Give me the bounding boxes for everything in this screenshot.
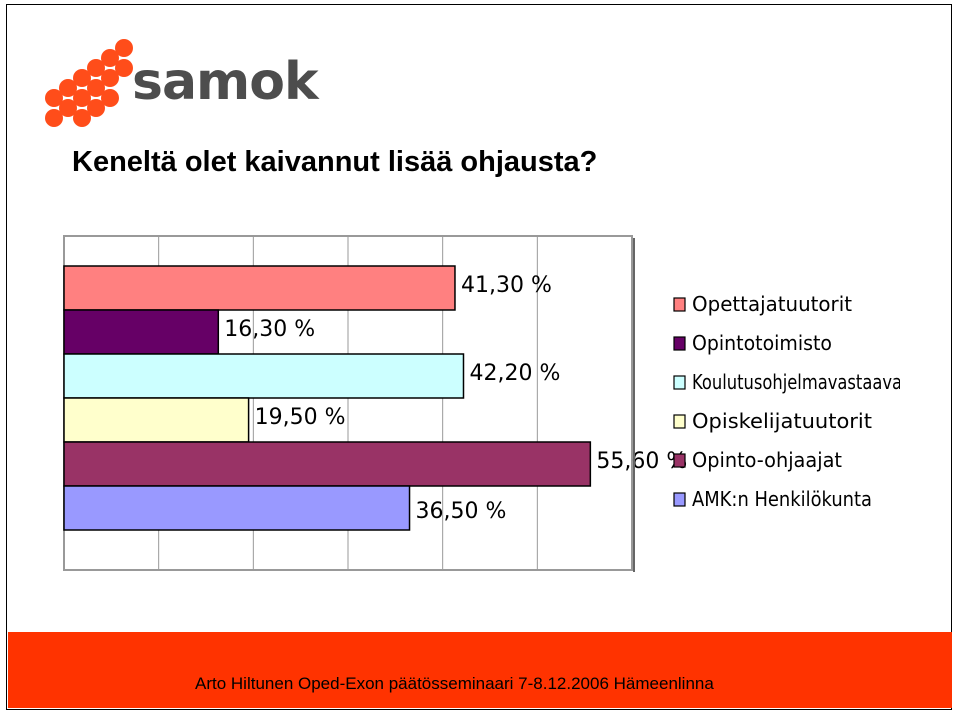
logo-dot xyxy=(87,79,105,97)
legend-swatch-5 xyxy=(673,492,686,507)
logo-dot xyxy=(59,99,77,117)
data-label-4: 55,60 % xyxy=(596,449,687,474)
bar-5 xyxy=(63,485,411,531)
bar-chart: 41,30 % 16,30 % 42,20 % 19,50 % 55,60 % 36,50… xyxy=(63,235,900,572)
logo-dot xyxy=(45,109,63,127)
data-label-5: 36,50 % xyxy=(416,499,507,524)
logo-dot xyxy=(101,69,119,87)
logo-dots-icon xyxy=(45,39,133,127)
logo-wordmark: samok xyxy=(132,52,319,112)
logo-dot xyxy=(73,89,91,107)
legend-label-3: Opiskelijatuutorit xyxy=(692,409,872,433)
logo-dot xyxy=(87,99,105,117)
logo-dot xyxy=(73,109,91,127)
logo-dot xyxy=(73,69,91,87)
logo-dot xyxy=(87,59,105,77)
legend-swatch-1 xyxy=(673,336,686,351)
logo-dot xyxy=(59,79,77,97)
logo-dot xyxy=(101,89,119,107)
bar-4 xyxy=(63,441,592,487)
legend-label-5: AMK:n Henkilökunta xyxy=(692,487,872,511)
footer-text: Arto Hiltunen Oped-Exon päätösseminaari … xyxy=(195,674,714,693)
data-label-3: 19,50 % xyxy=(255,405,346,430)
samok-logo xyxy=(45,39,133,127)
logo-dot xyxy=(115,59,133,77)
logo-dot xyxy=(115,39,133,57)
data-label-0: 41,30 % xyxy=(461,273,552,298)
legend-label-0: Opettajatuutorit xyxy=(692,292,852,316)
legend-swatch-0 xyxy=(673,297,686,312)
logo-dot xyxy=(101,49,119,67)
data-label-2: 42,20 % xyxy=(469,361,560,386)
legend-label-2: Koulutusohjelmavastaava xyxy=(692,370,900,394)
bar-2 xyxy=(63,353,465,399)
legend-label-1: Opintotoimisto xyxy=(692,331,832,355)
footer-bar xyxy=(8,632,952,708)
slide-title: Keneltä olet kaivannut lisää ohjausta? xyxy=(72,146,598,178)
bar-0 xyxy=(63,265,456,311)
bar-3 xyxy=(63,397,250,443)
data-label-1: 16,30 % xyxy=(224,317,315,342)
slide-frame xyxy=(6,4,952,710)
legend-swatch-4 xyxy=(673,453,686,468)
bar-1 xyxy=(63,309,220,355)
legend-swatch-3 xyxy=(673,414,686,429)
logo-dot xyxy=(45,89,63,107)
legend-swatch-2 xyxy=(673,375,686,390)
legend-label-4: Opinto-ohjaajat xyxy=(692,448,842,472)
